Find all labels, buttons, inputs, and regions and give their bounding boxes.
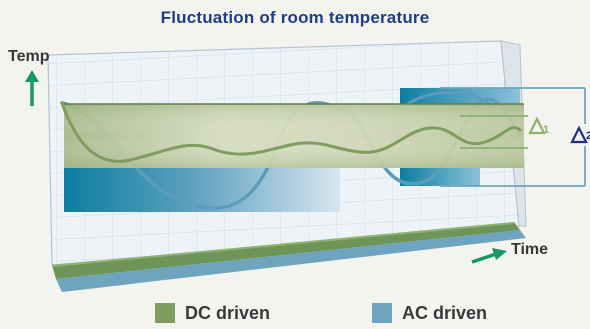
- legend-dc-swatch: [155, 303, 175, 323]
- delta-bracket-2: [440, 87, 588, 187]
- x-axis-label: Time: [511, 241, 549, 258]
- legend-dc-label: DC driven: [185, 302, 271, 323]
- legend-ac-swatch: [372, 303, 392, 323]
- floor-bars: [52, 222, 526, 292]
- y-axis-label: Temp: [8, 48, 50, 65]
- diagram-title: Fluctuation of room temperature: [160, 8, 430, 27]
- temp-arrow-icon: [25, 70, 39, 106]
- delta1-icon: [528, 116, 546, 135]
- ac-band-right: [400, 88, 520, 106]
- time-arrow-icon: [471, 248, 507, 264]
- ac-band-left: [64, 168, 340, 212]
- delta2-label: 2: [586, 130, 590, 142]
- delta2-icon: [570, 125, 588, 144]
- delta1-label: 1: [543, 124, 550, 136]
- legend-ac-label: AC driven: [402, 302, 488, 323]
- delta-bracket-1: [460, 115, 546, 149]
- legend-ac: AC driven: [372, 302, 487, 324]
- legend-dc: DC driven: [155, 302, 270, 324]
- dc-curve: [60, 101, 522, 163]
